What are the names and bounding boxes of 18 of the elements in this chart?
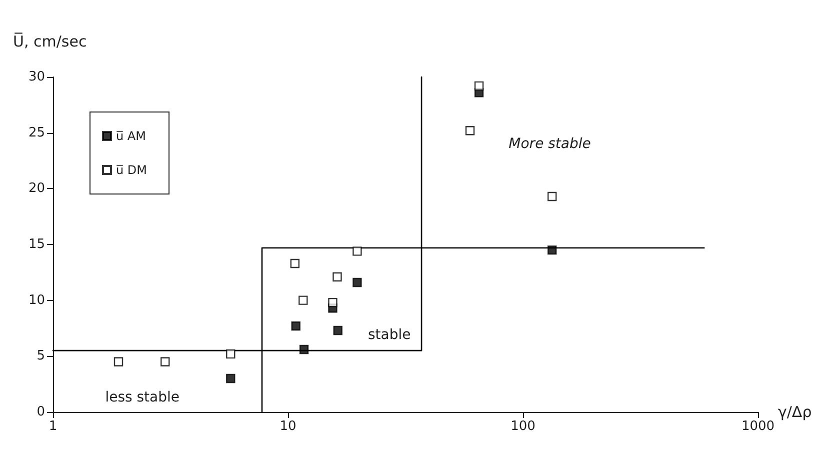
legend-label: u̅ AM (116, 129, 146, 143)
x-tick-label: 1 (48, 419, 58, 434)
annotation: stable (368, 326, 411, 343)
x-tick-label: 100 (510, 419, 536, 434)
y-tick-label: 5 (36, 348, 45, 364)
y-tick-label: 25 (28, 125, 45, 140)
x-axis-title: γ/Δρ (778, 403, 812, 421)
y-tick-label: 15 (28, 237, 45, 252)
annotation: More stable (508, 136, 591, 152)
y-tick-label: 0 (36, 404, 45, 420)
y-tick-label: 10 (28, 292, 45, 308)
annotation: less stable (105, 389, 180, 406)
y-axis-title: U̅, cm/sec (13, 32, 87, 50)
legend-label: u̅ DM (116, 163, 148, 177)
y-tick-label: 30 (28, 70, 45, 84)
x-tick-label: 1000 (741, 419, 775, 434)
x-tick-label: 10 (280, 419, 296, 434)
y-tick-label: 20 (28, 181, 45, 196)
